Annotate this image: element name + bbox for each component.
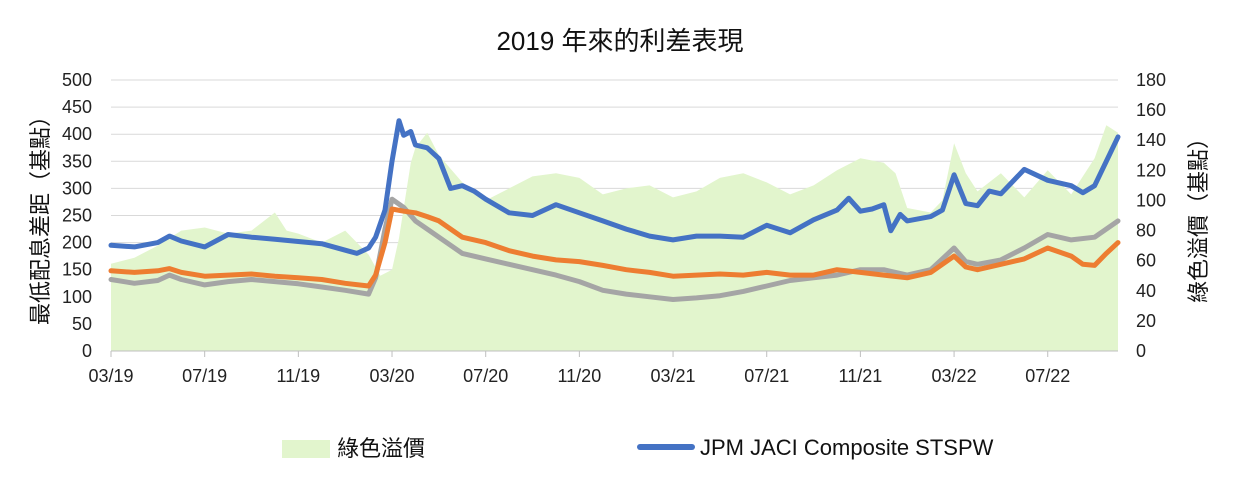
right-tick-label: 160 [1136,100,1166,120]
right-tick-label: 180 [1136,70,1166,90]
right-tick-label: 20 [1136,311,1156,331]
right-tick-label: 100 [1136,190,1166,210]
orange-series-line [108,206,1121,289]
left-tick-label: 400 [62,124,92,144]
gray-series-line [108,196,1121,302]
right-tick-label: 60 [1136,251,1156,271]
left-tick-label: 0 [82,341,92,361]
left-tick-label: 250 [62,206,92,226]
left-tick-label: 100 [62,287,92,307]
jaci-series-line [108,118,1121,256]
x-tick-label: 11/21 [839,366,883,386]
right-tick-label: 40 [1136,281,1156,301]
series-lines-layer [108,118,1121,302]
legend-swatch-green-premium [282,440,330,458]
right-tick-label: 80 [1136,221,1156,241]
left-axis-title: 最低配息差距（基點） [28,105,53,325]
x-tick-label: 07/22 [1025,366,1070,386]
left-tick-label: 50 [72,314,92,334]
x-tick-label: 03/19 [88,366,133,386]
right-axis-ticks: 0 20 40 60 80 100 120 140 160 180 [1136,70,1166,361]
legend: 綠色溢價 JPM JACI Composite STSPW [282,435,994,461]
x-tick-label: 07/21 [744,366,789,386]
left-tick-label: 150 [62,260,92,280]
right-tick-label: 140 [1136,130,1166,150]
legend-label-green-premium: 綠色溢價 [337,436,425,461]
x-axis-ticks: 03/19 07/19 11/19 03/20 07/20 11/20 03/21 07/21… [88,351,1070,386]
left-tick-label: 300 [62,178,92,198]
left-axis-ticks: 0 50 100 150 200 250 300 350 400 450 500 [62,70,92,361]
left-tick-label: 350 [62,151,92,171]
chart-title: 2019 年來的利差表現 [496,26,743,56]
x-tick-label: 07/19 [182,366,227,386]
left-tick-label: 450 [62,97,92,117]
x-tick-label: 07/20 [463,366,508,386]
x-tick-label: 03/22 [932,366,977,386]
x-tick-label: 11/20 [558,366,602,386]
right-axis-title: 綠色溢價（基點） [1186,127,1211,303]
x-tick-label: 03/21 [651,366,696,386]
x-tick-label: 03/20 [369,366,414,386]
right-tick-label: 0 [1136,341,1146,361]
left-tick-label: 200 [62,233,92,253]
x-tick-label: 11/19 [276,366,320,386]
left-tick-label: 500 [62,70,92,90]
right-tick-label: 120 [1136,160,1166,180]
legend-label-jaci: JPM JACI Composite STSPW [700,435,994,460]
